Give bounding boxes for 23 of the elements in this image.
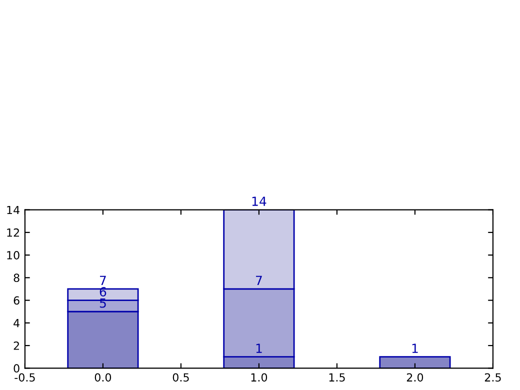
y-tick-label: 4: [14, 319, 20, 328]
x-tick-label: 1.0: [251, 373, 268, 382]
annotation: 1: [412, 344, 418, 353]
annotation: 5: [100, 298, 106, 308]
y-tick-label: 6: [14, 296, 20, 305]
bar: [379, 356, 451, 368]
annotation: 6: [100, 287, 106, 296]
x-tick-label: 2.5: [484, 373, 501, 382]
x-tick-label: 1.5: [329, 373, 345, 382]
y-tick-label: 2: [14, 342, 19, 350]
annotation: 7: [256, 276, 262, 285]
x-tick-label: 2.0: [406, 373, 424, 382]
annotation: 14: [252, 196, 266, 206]
y-tick-label: 10: [7, 251, 20, 260]
annotation: 7: [100, 276, 106, 285]
y-tick-label: 12: [7, 228, 19, 237]
y-tick-label: 0: [14, 364, 20, 373]
x-tick-label: -0.5: [14, 373, 35, 382]
y-tick-label: 8: [14, 274, 20, 282]
annotation: 1: [256, 344, 262, 353]
x-tick-label: 0.5: [172, 373, 189, 382]
y-tick-label: 14: [7, 206, 20, 214]
x-tick-label: 0.0: [94, 373, 112, 382]
